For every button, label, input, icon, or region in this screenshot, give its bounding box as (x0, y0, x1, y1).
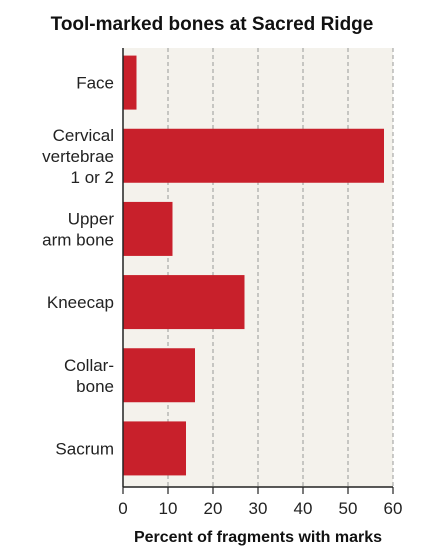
category-label-line: Upper (68, 209, 115, 228)
category-label-line: 1 or 2 (71, 168, 114, 187)
category-label-line: arm bone (42, 230, 114, 249)
x-tick-label: 50 (339, 499, 358, 518)
category-label-line: Face (76, 74, 114, 93)
category-label: Kneecap (47, 293, 114, 312)
x-tick-label: 10 (159, 499, 178, 518)
category-label: Sacrum (55, 439, 114, 458)
bar (123, 128, 384, 183)
category-label: Cervical vertebrae 1 or 2 (42, 126, 114, 187)
category-labels: Face Cervical vertebrae 1 or 2 Upper arm bone… (42, 74, 114, 459)
bar (123, 421, 186, 476)
bar (123, 275, 245, 330)
category-label: Face (76, 74, 114, 93)
gridlines (167, 48, 394, 487)
x-tick-label: 30 (249, 499, 268, 518)
bars (123, 55, 384, 476)
category-label-line: Kneecap (47, 293, 114, 312)
x-tick-label: 60 (384, 499, 403, 518)
x-tick-label: 40 (294, 499, 313, 518)
category-label-line: vertebrae (42, 147, 114, 166)
bar (123, 55, 137, 110)
category-label: Collar-bone (64, 356, 114, 396)
category-label-line: bone (76, 377, 114, 396)
category-label-line: Cervical (53, 126, 114, 145)
x-tick-label: 0 (118, 499, 127, 518)
category-label-line: Sacrum (55, 439, 114, 458)
category-label-line: Collar- (64, 356, 114, 375)
bar (123, 201, 173, 256)
x-tick-label: 20 (204, 499, 223, 518)
x-axis-ticks: 0 10 20 30 40 50 60 (118, 487, 402, 518)
category-label: Upper arm bone (42, 209, 114, 249)
x-axis-label: Percent of fragments with marks (134, 529, 382, 546)
bar (123, 348, 195, 403)
chart-title: Tool-marked bones at Sacred Ridge (51, 14, 374, 35)
